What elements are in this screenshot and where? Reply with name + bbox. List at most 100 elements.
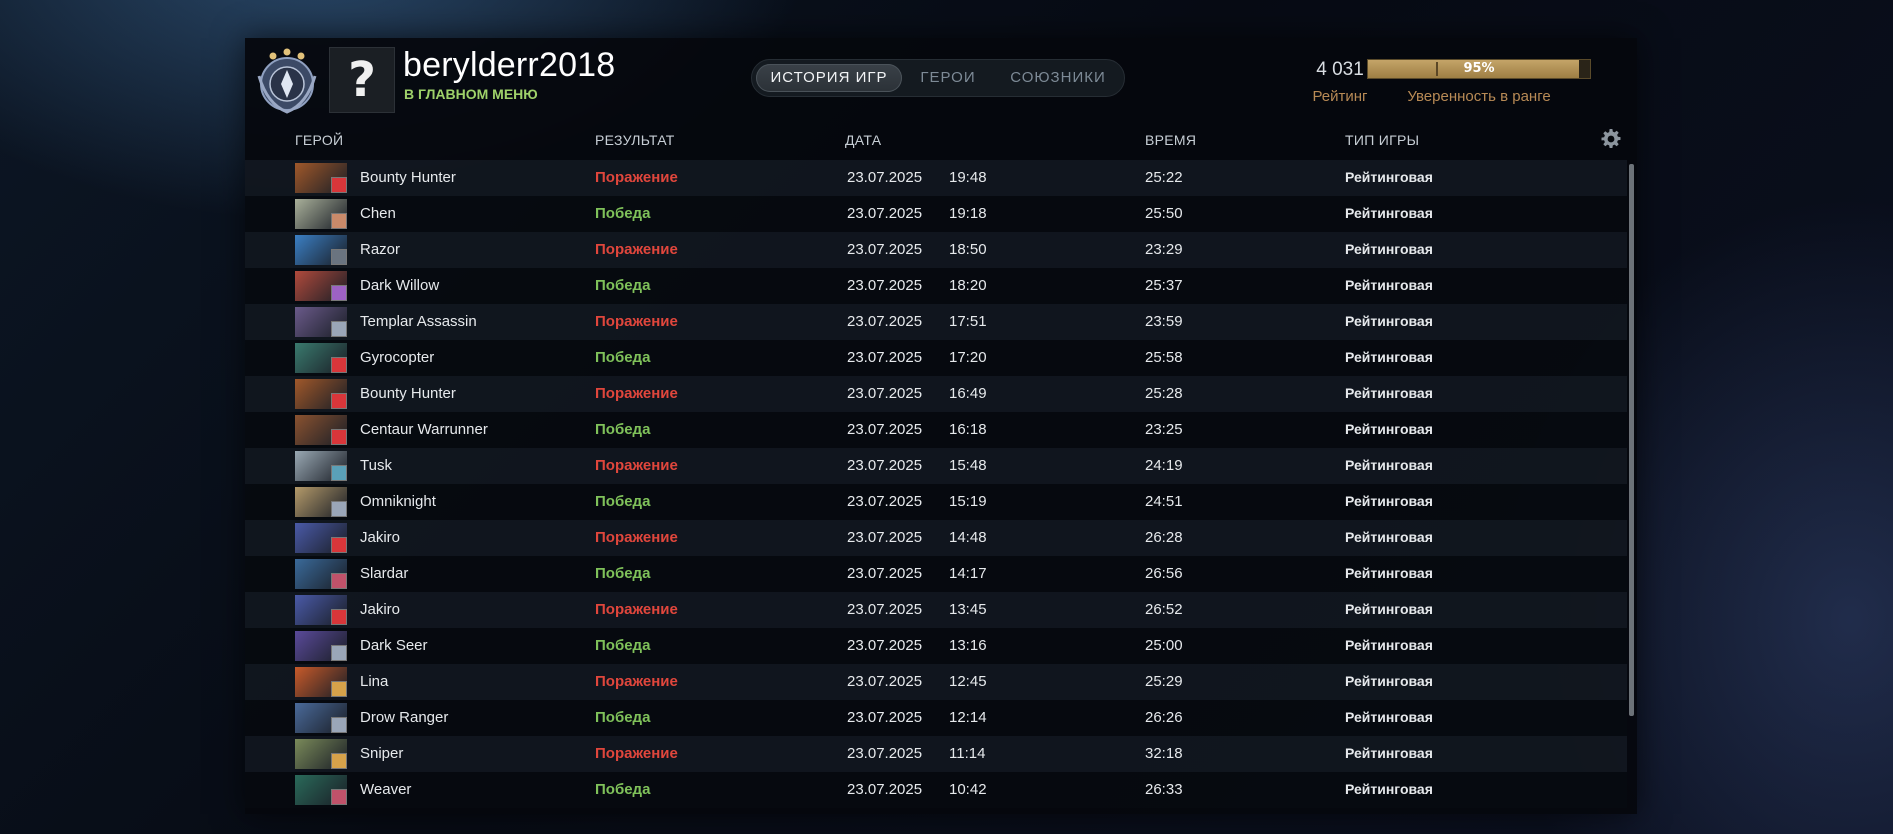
match-duration: 24:51 — [1145, 493, 1183, 510]
game-type: Рейтинговая — [1345, 709, 1433, 725]
role-icon — [331, 789, 347, 805]
game-type: Рейтинговая — [1345, 241, 1433, 257]
match-date: 23.07.2025 — [847, 673, 923, 690]
match-date: 23.07.2025 — [847, 205, 923, 222]
match-duration: 25:50 — [1145, 205, 1183, 222]
match-row[interactable]: Slardar Победа 23.07.2025 14:17 26:56 Рейтинг… — [245, 556, 1627, 592]
main-menu-link[interactable]: В ГЛАВНОМ МЕНЮ — [404, 86, 538, 102]
game-type: Рейтинговая — [1345, 601, 1433, 617]
match-result: Поражение — [595, 169, 678, 186]
hero-name: Bounty Hunter — [360, 169, 456, 186]
match-row[interactable]: Lina Поражение 23.07.2025 12:45 25:29 Рейтинг… — [245, 664, 1627, 700]
match-row[interactable]: Weaver Победа 23.07.2025 10:42 26:33 Рейтинго… — [245, 772, 1627, 808]
hero-portrait-icon — [295, 559, 347, 589]
tab-allies[interactable]: СОЮЗНИКИ — [1010, 69, 1106, 86]
game-type: Рейтинговая — [1345, 493, 1433, 509]
hero-name: Jakiro — [360, 529, 401, 546]
match-date: 23.07.2025 — [847, 745, 923, 762]
username: berylderr2018 — [403, 46, 616, 84]
match-result: Поражение — [595, 529, 678, 546]
role-icon — [331, 573, 347, 589]
role-icon — [331, 285, 347, 301]
hero-name: Omniknight — [360, 493, 436, 510]
column-header-game-type[interactable]: ТИП ИГРЫ — [1345, 132, 1420, 148]
match-start-time: 14:48 — [949, 529, 987, 546]
match-result: Поражение — [595, 601, 678, 618]
match-row[interactable]: Razor Поражение 23.07.2025 18:50 23:29 Рейтин… — [245, 232, 1627, 268]
match-result: Победа — [595, 709, 651, 726]
role-icon — [331, 249, 347, 265]
match-result: Победа — [595, 277, 651, 294]
match-row[interactable]: Dark Seer Победа 23.07.2025 13:16 25:00 Рейти… — [245, 628, 1627, 664]
game-type: Рейтинговая — [1345, 385, 1433, 401]
match-duration: 24:19 — [1145, 457, 1183, 474]
match-row[interactable]: Drow Ranger Победа 23.07.2025 12:14 26:26 Рей… — [245, 700, 1627, 736]
match-date: 23.07.2025 — [847, 277, 923, 294]
tab-heroes[interactable]: ГЕРОИ — [920, 69, 976, 86]
column-header-date[interactable]: ДАТА — [845, 132, 882, 148]
match-result: Победа — [595, 565, 651, 582]
rating-value: 4 031 — [1316, 59, 1364, 80]
tab-match-history[interactable]: ИСТОРИЯ ИГР — [756, 64, 902, 92]
game-type: Рейтинговая — [1345, 349, 1433, 365]
match-start-time: 17:51 — [949, 313, 987, 330]
avatar[interactable]: ? — [329, 47, 395, 113]
role-icon — [331, 393, 347, 409]
rank-confidence-bar: 95% — [1367, 59, 1591, 79]
game-type: Рейтинговая — [1345, 745, 1433, 761]
match-row[interactable]: Jakiro Поражение 23.07.2025 14:48 26:28 Рейти… — [245, 520, 1627, 556]
match-row[interactable]: Tusk Поражение 23.07.2025 15:48 24:19 Рейтинг… — [245, 448, 1627, 484]
match-row[interactable]: Gyrocopter Победа 23.07.2025 17:20 25:58 Рейт… — [245, 340, 1627, 376]
match-start-time: 17:20 — [949, 349, 987, 366]
match-date: 23.07.2025 — [847, 637, 923, 654]
match-duration: 25:00 — [1145, 637, 1183, 654]
rank-confidence-fill — [1368, 60, 1579, 78]
match-start-time: 18:50 — [949, 241, 987, 258]
match-date: 23.07.2025 — [847, 349, 923, 366]
match-row[interactable]: Templar Assassin Поражение 23.07.2025 17:51… — [245, 304, 1627, 340]
match-start-time: 10:42 — [949, 781, 987, 798]
hero-portrait-icon — [295, 523, 347, 553]
rank-medal-icon — [257, 48, 317, 114]
match-date: 23.07.2025 — [847, 421, 923, 438]
match-duration: 23:29 — [1145, 241, 1183, 258]
hero-portrait-icon — [295, 667, 347, 697]
match-row[interactable]: Omniknight Победа 23.07.2025 15:19 24:51 Рейт… — [245, 484, 1627, 520]
hero-portrait-icon — [295, 163, 347, 193]
rank-confidence-tick — [1436, 62, 1438, 76]
match-row[interactable]: Bounty Hunter Поражение 23.07.2025 19:48 25:… — [245, 160, 1627, 196]
column-header-result[interactable]: РЕЗУЛЬТАТ — [595, 132, 675, 148]
match-duration: 25:28 — [1145, 385, 1183, 402]
match-date: 23.07.2025 — [847, 529, 923, 546]
match-row[interactable]: Centaur Warrunner Победа 23.07.2025 16:18 23… — [245, 412, 1627, 448]
hero-portrait-icon — [295, 487, 347, 517]
match-row[interactable]: Dark Willow Победа 23.07.2025 18:20 25:37 Рей… — [245, 268, 1627, 304]
role-icon — [331, 645, 347, 661]
hero-portrait-icon — [295, 739, 347, 769]
game-type: Рейтинговая — [1345, 781, 1433, 797]
match-date: 23.07.2025 — [847, 709, 923, 726]
column-header-hero[interactable]: ГЕРОЙ — [295, 132, 344, 148]
match-date: 23.07.2025 — [847, 601, 923, 618]
match-duration: 25:58 — [1145, 349, 1183, 366]
game-type: Рейтинговая — [1345, 565, 1433, 581]
match-start-time: 15:19 — [949, 493, 987, 510]
hero-name: Drow Ranger — [360, 709, 449, 726]
match-row[interactable]: Bounty Hunter Поражение 23.07.2025 16:49 25:… — [245, 376, 1627, 412]
hero-portrait-icon — [295, 631, 347, 661]
match-start-time: 16:49 — [949, 385, 987, 402]
hero-name: Templar Assassin — [360, 313, 477, 330]
match-duration: 26:33 — [1145, 781, 1183, 798]
gear-icon[interactable] — [1601, 129, 1621, 149]
hero-name: Gyrocopter — [360, 349, 435, 366]
match-result: Победа — [595, 637, 651, 654]
match-row[interactable]: Jakiro Поражение 23.07.2025 13:45 26:52 Рейти… — [245, 592, 1627, 628]
match-start-time: 12:45 — [949, 673, 987, 690]
scrollbar[interactable] — [1629, 164, 1634, 716]
game-type: Рейтинговая — [1345, 313, 1433, 329]
match-result: Поражение — [595, 673, 678, 690]
match-row[interactable]: Sniper Поражение 23.07.2025 11:14 32:18 Рейти… — [245, 736, 1627, 772]
match-row[interactable]: Chen Победа 23.07.2025 19:18 25:50 Рейтингова… — [245, 196, 1627, 232]
role-icon — [331, 537, 347, 553]
column-header-duration[interactable]: ВРЕМЯ — [1145, 132, 1197, 148]
